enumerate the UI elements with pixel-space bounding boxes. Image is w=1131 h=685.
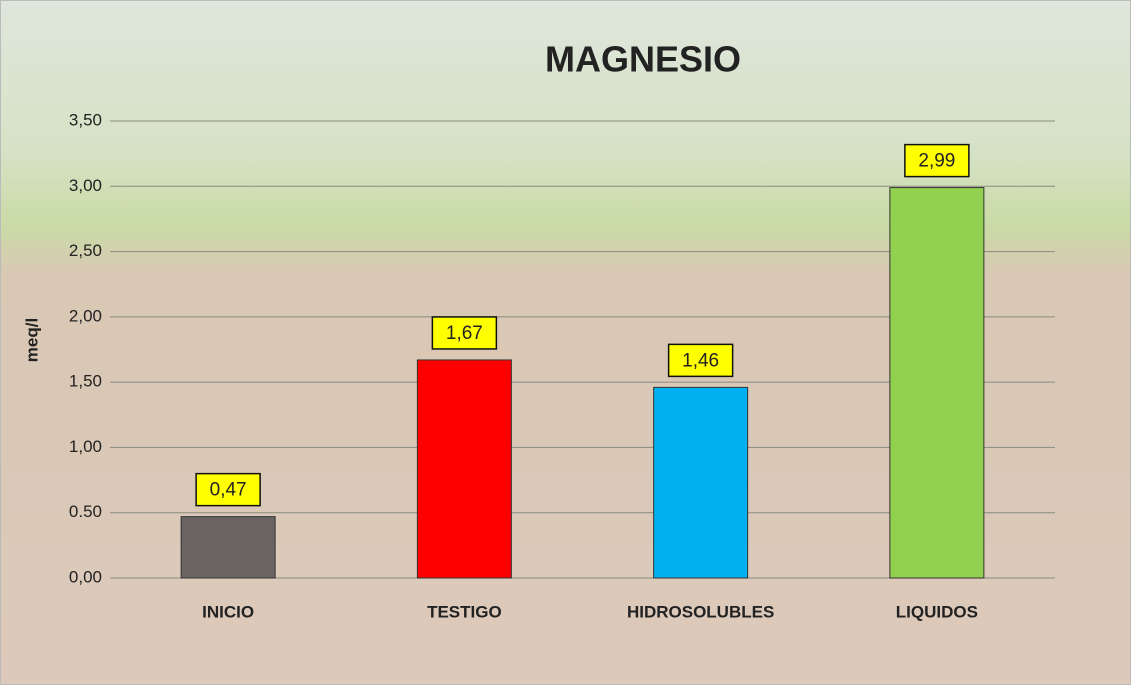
- y-tick-label: 0,00: [69, 567, 102, 586]
- y-tick-label: 1,00: [69, 437, 102, 456]
- y-tick-label: 2,00: [69, 306, 102, 325]
- y-tick-label: 3,50: [69, 110, 102, 129]
- bar: [417, 360, 511, 578]
- y-tick-label: 3,00: [69, 176, 102, 195]
- y-axis-label: meq/l: [22, 318, 41, 362]
- value-label: 1,46: [682, 350, 719, 371]
- y-tick-label: 1,50: [69, 372, 102, 391]
- x-tick-label: HIDROSOLUBLES: [627, 602, 774, 621]
- value-label: 0,47: [210, 480, 247, 501]
- bar: [654, 387, 748, 578]
- value-label: 2,99: [918, 151, 955, 172]
- y-tick-label: 2,50: [69, 241, 102, 260]
- chart: MAGNESIO meq/l 0,00 0.50 1,00 1,50 2,00 2,50 3…: [0, 0, 1131, 685]
- x-tick-label: INICIO: [202, 602, 254, 621]
- value-label: 1,67: [446, 323, 483, 344]
- bar: [890, 188, 984, 578]
- x-tick-label: TESTIGO: [427, 602, 502, 621]
- y-tick-label: 0.50: [69, 502, 102, 521]
- x-tick-label: LIQUIDOS: [896, 602, 978, 621]
- chart-title: MAGNESIO: [545, 39, 741, 80]
- bar: [181, 517, 275, 578]
